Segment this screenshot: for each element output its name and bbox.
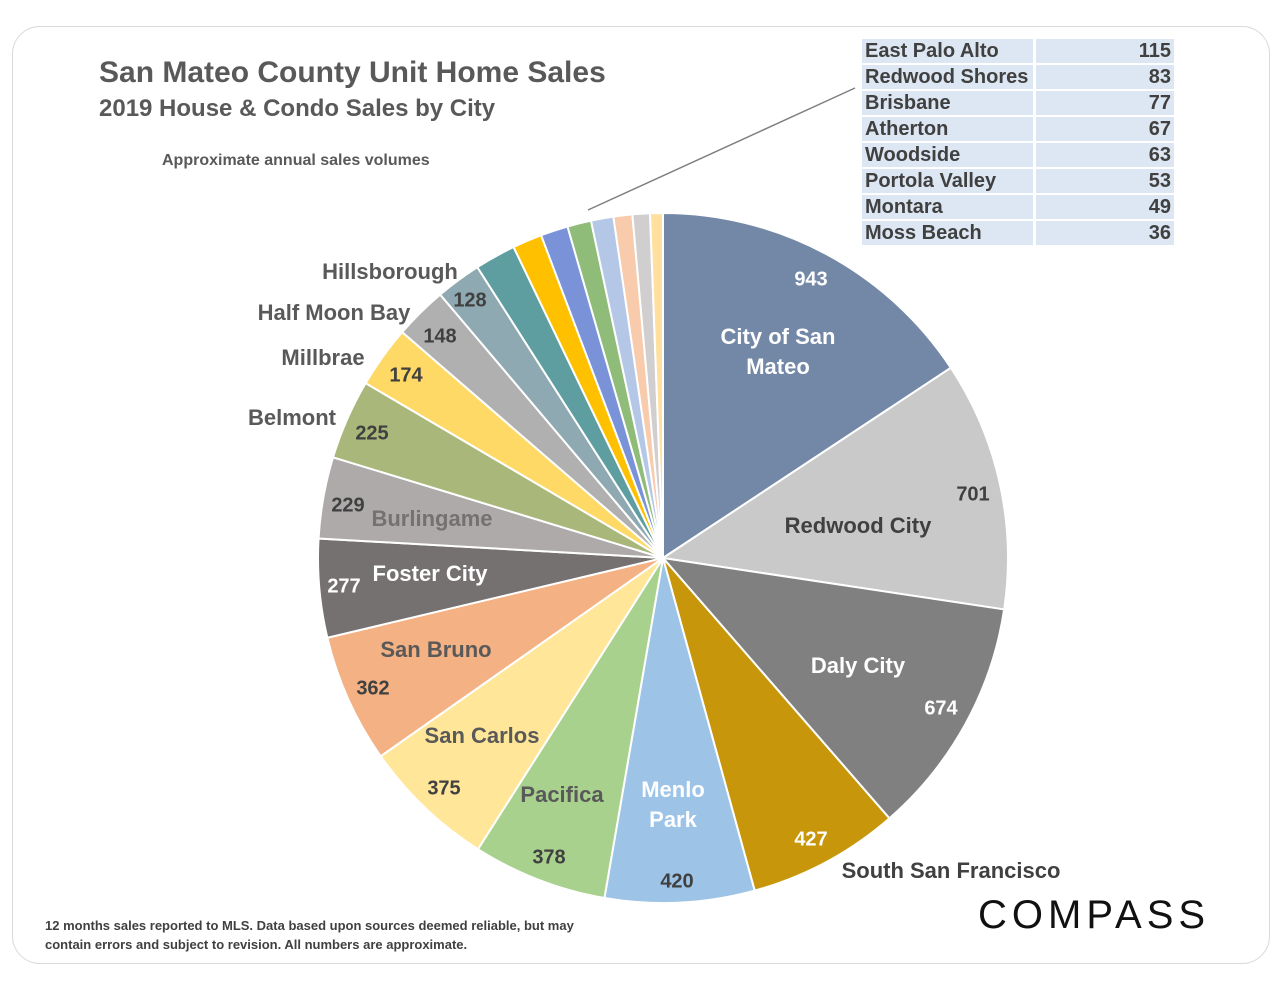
slice-value-san-carlos: 375 xyxy=(427,777,460,799)
chart-note: Approximate annual sales volumes xyxy=(162,152,430,169)
small-slice-row: Portola Valley 53 xyxy=(862,169,1174,193)
slice-label-line: Park xyxy=(649,807,697,832)
slice-label-line: Foster City xyxy=(373,561,489,586)
slice-label-millbrae: Millbrae xyxy=(281,345,364,370)
slice-label-daly-city: Daly City xyxy=(811,653,906,678)
small-slice-row: Woodside 63 xyxy=(862,143,1174,167)
pie-slice-redwood-city xyxy=(660,366,1009,611)
small-slice-value: 83 xyxy=(1033,65,1174,89)
pie-slice-south-san-francisco xyxy=(662,557,891,892)
small-slice-row: East Palo Alto 115 xyxy=(862,39,1174,63)
small-slice-value: 63 xyxy=(1033,143,1174,167)
slice-label-line: Redwood City xyxy=(785,513,932,538)
slice-label-menlo-park: Menlo Park xyxy=(641,777,705,832)
slice-label-hillsborough: Hillsborough xyxy=(322,259,458,284)
slice-label-san-bruno: San Bruno xyxy=(380,637,491,662)
slice-label-foster-city: Foster City xyxy=(373,561,489,586)
small-slice-row: Montara 49 xyxy=(862,195,1174,219)
small-slice-name: Atherton xyxy=(862,117,1033,141)
small-slice-name: Brisbane xyxy=(862,91,1033,115)
small-slice-row: Atherton 67 xyxy=(862,117,1174,141)
slice-label-line: San Bruno xyxy=(380,637,491,662)
slice-label-belmont: Belmont xyxy=(248,405,337,430)
slice-label-line: South San Francisco xyxy=(842,858,1061,883)
pie-slice-city-of-san-mateo xyxy=(662,211,953,560)
small-slice-name: East Palo Alto xyxy=(862,39,1033,63)
small-slice-value: 36 xyxy=(1033,221,1174,245)
slice-value-daly-city: 674 xyxy=(924,697,958,719)
slice-label-line: Half Moon Bay xyxy=(258,300,412,325)
slice-value-redwood-city: 701 xyxy=(956,483,989,505)
slice-label-line: Daly City xyxy=(811,653,906,678)
small-slice-value: 53 xyxy=(1033,169,1174,193)
slice-value-hillsborough: 128 xyxy=(453,289,486,311)
small-slice-row: Brisbane 77 xyxy=(862,91,1174,115)
slice-label-line: Hillsborough xyxy=(322,259,458,284)
pie-slice-daly-city xyxy=(660,556,1006,820)
slice-value-belmont: 225 xyxy=(355,422,388,444)
small-slice-name: Moss Beach xyxy=(862,221,1033,245)
slice-label-line: Belmont xyxy=(248,405,337,430)
slice-label-san-carlos: San Carlos xyxy=(425,723,540,748)
small-slice-row: Redwood Shores 83 xyxy=(862,65,1174,89)
small-slice-value: 49 xyxy=(1033,195,1174,219)
slice-label-line: Millbrae xyxy=(281,345,364,370)
leader-line xyxy=(587,87,856,211)
slice-value-millbrae: 174 xyxy=(389,364,423,386)
compass-logo: COMPASS xyxy=(978,893,1211,937)
slice-label-burlingame: Burlingame xyxy=(371,506,492,531)
slice-label-pacifica: Pacifica xyxy=(520,782,604,807)
slice-label-south-san-francisco: South San Francisco xyxy=(842,858,1061,883)
small-slice-value: 115 xyxy=(1033,39,1174,63)
small-slice-name: Portola Valley xyxy=(862,169,1033,193)
slice-label-city-of-san-mateo: City of San Mateo xyxy=(721,324,836,379)
slice-value-city-of-san-mateo: 943 xyxy=(794,268,827,290)
slice-label-line: San Carlos xyxy=(425,723,540,748)
pie-slice-pacifica xyxy=(476,557,664,900)
small-slices-table: East Palo Alto 115 Redwood Shores 83 Brisban… xyxy=(862,37,1174,247)
slice-label-half-moon-bay: Half Moon Bay xyxy=(258,300,412,325)
pie-slice-moss-beach xyxy=(648,211,664,559)
chart-subtitle: 2019 House & Condo Sales by City xyxy=(99,95,496,122)
small-slice-value: 67 xyxy=(1033,117,1174,141)
slice-value-pacifica: 378 xyxy=(532,846,565,868)
slice-label-line: Burlingame xyxy=(371,506,492,531)
small-slice-name: Redwood Shores xyxy=(862,65,1033,89)
slice-label-redwood-city: Redwood City xyxy=(785,513,932,538)
footer-disclaimer: 12 months sales reported to MLS. Data ba… xyxy=(45,918,574,952)
slice-value-south-san-francisco: 427 xyxy=(794,828,827,850)
pie-slice-san-carlos xyxy=(379,557,664,851)
slice-value-menlo-park: 420 xyxy=(660,870,693,892)
slice-value-burlingame: 229 xyxy=(331,494,364,516)
slice-label-line: Menlo xyxy=(641,777,705,802)
pie-slice-san-bruno xyxy=(326,557,664,758)
slice-label-line: City of San xyxy=(721,324,836,349)
slice-label-line: Mateo xyxy=(746,354,810,379)
small-slice-value: 77 xyxy=(1033,91,1174,115)
slice-value-half-moon-bay: 148 xyxy=(423,325,456,347)
chart-title: San Mateo County Unit Home Sales xyxy=(99,56,606,89)
small-slice-row: Moss Beach 36 xyxy=(862,221,1174,245)
small-slice-name: Woodside xyxy=(862,143,1033,167)
slice-label-line: Pacifica xyxy=(520,782,604,807)
pie-slice-menlo-park xyxy=(603,557,756,904)
slice-value-san-bruno: 362 xyxy=(356,677,389,699)
slice-value-foster-city: 277 xyxy=(327,575,360,597)
small-slice-name: Montara xyxy=(862,195,1033,219)
